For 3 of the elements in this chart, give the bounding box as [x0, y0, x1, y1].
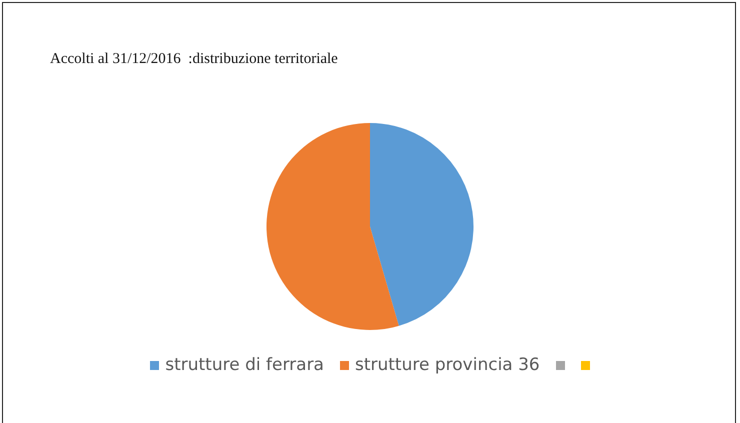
legend-label: strutture di ferrara: [165, 355, 324, 375]
legend-label: strutture provincia 36: [354, 355, 540, 375]
chart-title: Accolti al 31/12/2016 :distribuzione territoriale: [50, 50, 338, 67]
